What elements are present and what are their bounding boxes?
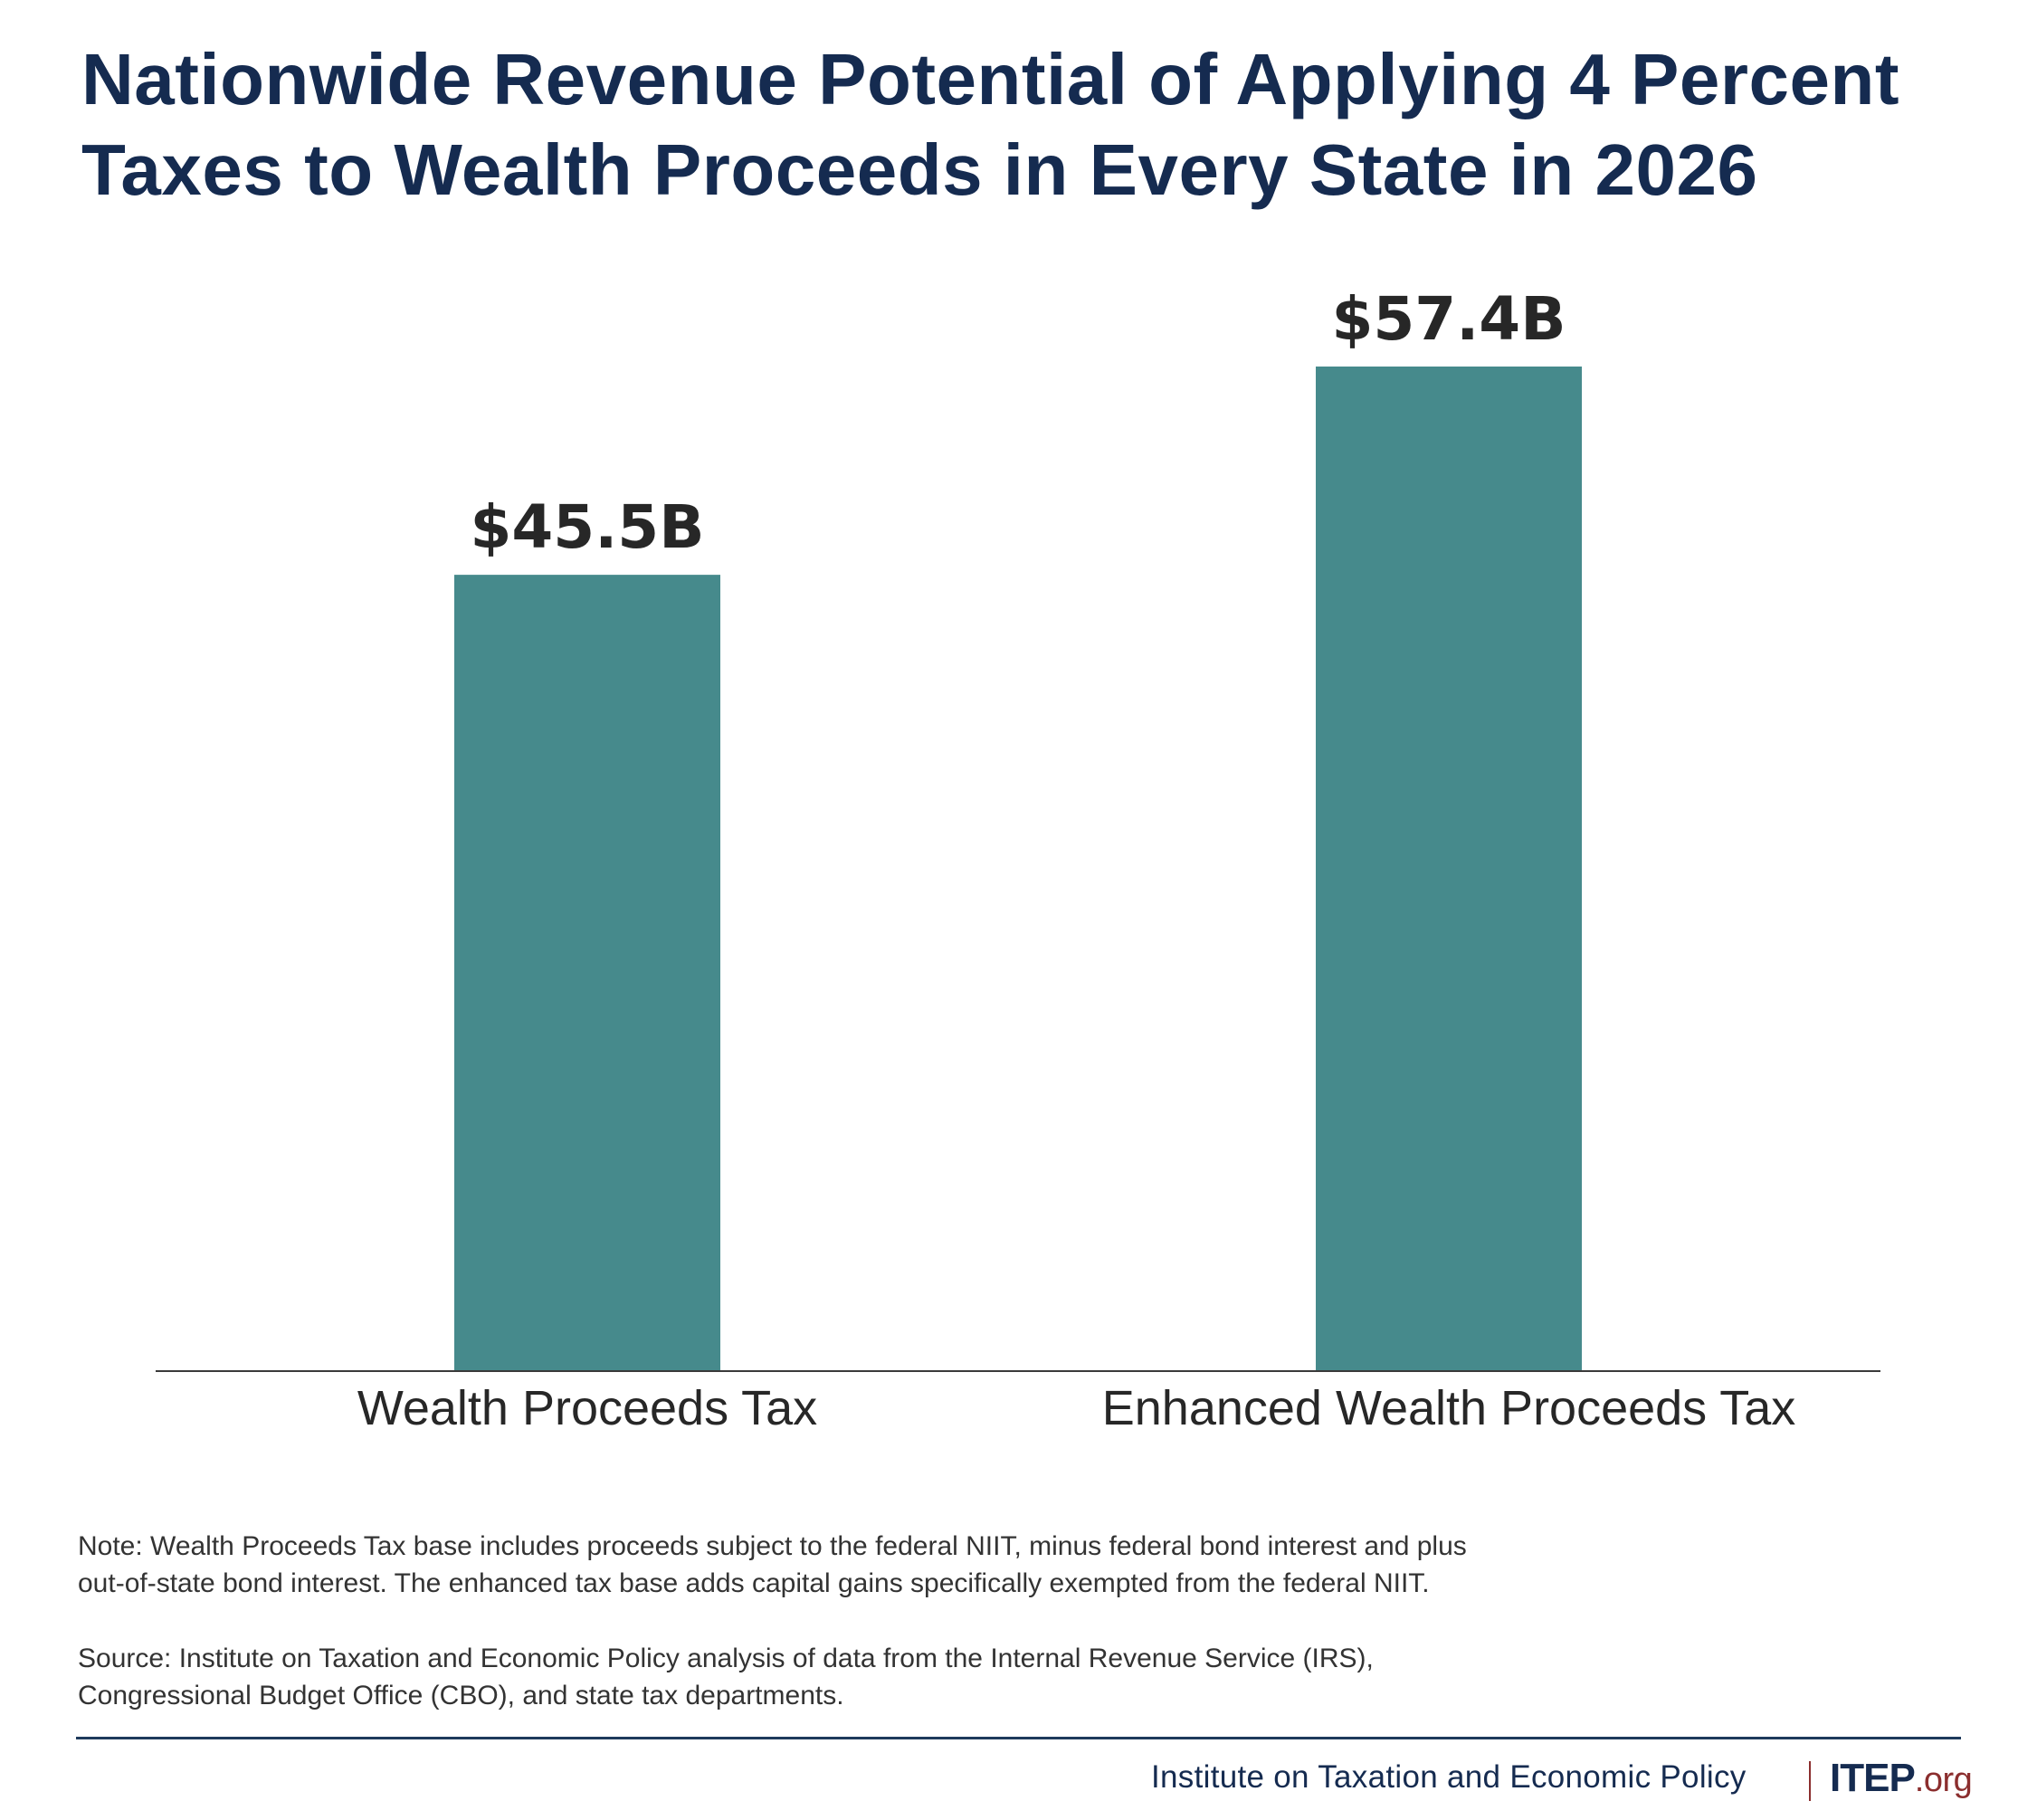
note-line-1: Note: Wealth Proceeds Tax base includes … bbox=[78, 1531, 1467, 1561]
value-label-2: $57.4B bbox=[1331, 284, 1566, 354]
value-label-1: $45.5B bbox=[470, 492, 704, 562]
chart-source: Source: Institute on Taxation and Econom… bbox=[78, 1640, 1978, 1714]
chart-note: Note: Wealth Proceeds Tax base includes … bbox=[78, 1528, 1978, 1602]
bar-2 bbox=[1316, 367, 1582, 1371]
chart-title: Nationwide Revenue Potential of Applying… bbox=[81, 34, 2000, 215]
itep-logo[interactable]: ITEP.org bbox=[1830, 1756, 1973, 1801]
logo-itep-text: ITEP bbox=[1830, 1756, 1916, 1800]
footer-divider bbox=[76, 1737, 1961, 1739]
footer-separator bbox=[1809, 1761, 1811, 1801]
chart-title-line-1: Nationwide Revenue Potential of Applying… bbox=[81, 39, 1900, 119]
logo-org-text: .org bbox=[1914, 1761, 1973, 1799]
labels-group: $45.5B Wealth Proceeds Tax $57.4B Enhanced … bbox=[357, 284, 1795, 1435]
footer-organization-name: Institute on Taxation and Economic Polic… bbox=[1151, 1759, 1747, 1795]
bar-1 bbox=[454, 575, 720, 1371]
category-label-1: Wealth Proceeds Tax bbox=[357, 1381, 817, 1435]
source-line-2: Congressional Budget Office (CBO), and s… bbox=[78, 1681, 844, 1710]
source-line-1: Source: Institute on Taxation and Econom… bbox=[78, 1644, 1374, 1673]
category-label-2: Enhanced Wealth Proceeds Tax bbox=[1102, 1381, 1796, 1435]
chart-title-line-2: Taxes to Wealth Proceeds in Every State … bbox=[81, 129, 1758, 210]
note-line-2: out-of-state bond interest. The enhanced… bbox=[78, 1568, 1430, 1598]
bars-group bbox=[454, 367, 1582, 1371]
